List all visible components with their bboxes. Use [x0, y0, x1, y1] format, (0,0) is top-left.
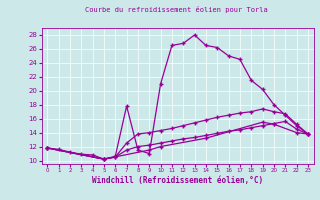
X-axis label: Windchill (Refroidissement éolien,°C): Windchill (Refroidissement éolien,°C)	[92, 176, 263, 185]
Text: Courbe du refroidissement éolien pour Torla: Courbe du refroidissement éolien pour To…	[84, 6, 268, 13]
